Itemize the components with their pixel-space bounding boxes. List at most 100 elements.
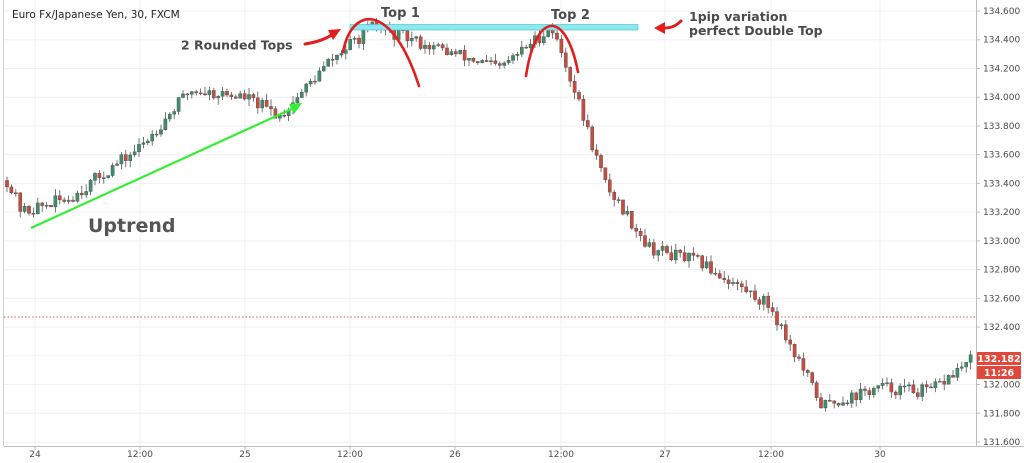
candle-up (119, 154, 124, 165)
candle-up (344, 49, 348, 54)
candle-down (572, 80, 577, 93)
price-tick-label: 132.400 (983, 323, 1020, 333)
candle-down (357, 37, 361, 44)
uptrend-arrowhead-icon (289, 103, 302, 114)
candle-up (674, 249, 678, 260)
candle-up (101, 177, 106, 179)
candle-down (700, 255, 704, 269)
candle-down (836, 403, 841, 406)
candle-up (946, 375, 951, 385)
candle-down (40, 202, 44, 206)
candle-down (929, 386, 933, 389)
candle-down (819, 397, 823, 409)
candle-up (308, 80, 313, 85)
candle-down (123, 154, 128, 161)
rounded-top2-arc (524, 24, 580, 78)
candle-up (542, 36, 546, 43)
candle-down (229, 94, 234, 98)
candle-up (410, 38, 414, 42)
candle-down (256, 97, 260, 109)
uptrend-arrow-line (30, 105, 297, 230)
time-tick-label: 24 (29, 450, 41, 460)
candle-down (766, 295, 770, 308)
candle-down (577, 92, 581, 100)
candle-up (625, 210, 630, 215)
pip-variation-line2: perfect Double Top (689, 23, 823, 38)
price-tick-label: 132.800 (983, 266, 1020, 276)
candle-up (207, 90, 212, 95)
candle-down (71, 199, 75, 202)
price-tick-label: 134.600 (983, 7, 1020, 17)
candle-up (216, 96, 221, 99)
candle-up (176, 97, 181, 112)
time-tick-label: 12:00 (548, 450, 574, 460)
candle-down (559, 38, 564, 54)
price-tick-label: 131.800 (983, 409, 1020, 419)
candle-up (955, 368, 960, 378)
candle-down (498, 63, 502, 66)
candle-up (467, 58, 471, 61)
candle-down (79, 192, 84, 196)
candle-down (643, 235, 647, 247)
candle-up (762, 295, 766, 305)
candle-down (814, 382, 819, 398)
candle-down (581, 98, 586, 121)
candle-down (264, 99, 269, 107)
candle-up (823, 399, 828, 409)
candle-down (5, 180, 9, 188)
candle-down (709, 261, 713, 274)
price-tick-label: 131.600 (983, 438, 1020, 448)
candle-up (326, 59, 331, 67)
candle-down (828, 399, 832, 402)
candle-up (506, 60, 511, 64)
candle-up (423, 44, 427, 49)
candle-down (203, 93, 207, 96)
candle-up (22, 205, 27, 212)
candle-up (335, 54, 339, 60)
candles-layer (5, 17, 973, 412)
candle-down (49, 205, 53, 208)
candle-up (748, 290, 753, 293)
candle-down (599, 155, 603, 168)
candle-down (775, 311, 779, 326)
candle-up (687, 252, 691, 262)
time-axis[interactable]: 24 12:00 25 12:00 26 12:00 27 12:00 30 (29, 446, 886, 460)
candle-down (242, 93, 247, 100)
candle-up (964, 362, 968, 368)
candle-down (18, 192, 23, 212)
candle-down (594, 149, 599, 156)
candle-down (185, 93, 190, 96)
candle-up (515, 53, 520, 56)
rounded-tops-label: 2 Rounded Tops (181, 38, 293, 53)
price-tick-label: 133.200 (983, 208, 1020, 218)
candle-down (735, 282, 740, 284)
candle-up (220, 91, 225, 97)
candle-down (696, 255, 700, 257)
candle-down (911, 384, 916, 393)
candle-up (968, 354, 973, 363)
candle-down (784, 324, 788, 341)
candle-down (634, 228, 638, 232)
uptrend-label: Uptrend (88, 215, 176, 237)
candle-down (722, 277, 726, 281)
candle-up (480, 60, 485, 64)
pip-arrow-icon (661, 19, 683, 30)
candle-down (445, 47, 449, 56)
candle-up (44, 205, 49, 207)
candle-up (53, 195, 58, 208)
top2-label: Top 2 (551, 8, 590, 23)
bar-countdown: 11:26 (984, 368, 1015, 379)
candle-down (916, 392, 920, 397)
candle-up (348, 39, 353, 51)
price-tick-label: 134.200 (983, 64, 1020, 74)
price-axis[interactable]: 134.600 134.400 134.200 134.000 133.800 133.6… (976, 7, 1020, 448)
candle-down (454, 51, 458, 55)
candle-down (757, 299, 762, 305)
candle-down (726, 279, 731, 284)
candle-down (97, 173, 102, 179)
candle-up (938, 381, 942, 383)
candle-up (36, 202, 40, 215)
candle-up (489, 60, 493, 62)
